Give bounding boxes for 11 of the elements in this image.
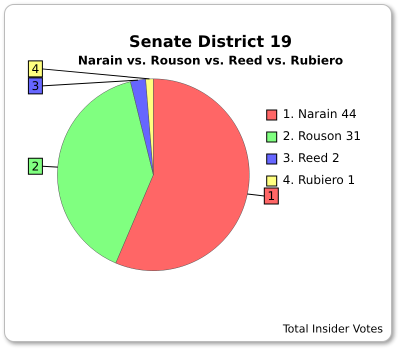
legend-label: 1. Narain 44 [282,107,357,122]
legend-label: 4. Rubiero 1 [282,173,356,188]
text: Total Insider Votes [282,322,384,336]
text: 4 [32,62,40,76]
legend-label: 3. Reed 2 [282,151,340,166]
chart-title: Senate District 19 [129,32,292,51]
text: 3 [32,79,40,94]
chart-subtitle: Narain vs. Rouson vs. Reed vs. Rubiero [78,54,344,68]
legend-label: 2. Rouson 31 [282,129,362,144]
text: 1 [267,189,276,204]
text: 2 [32,159,40,174]
